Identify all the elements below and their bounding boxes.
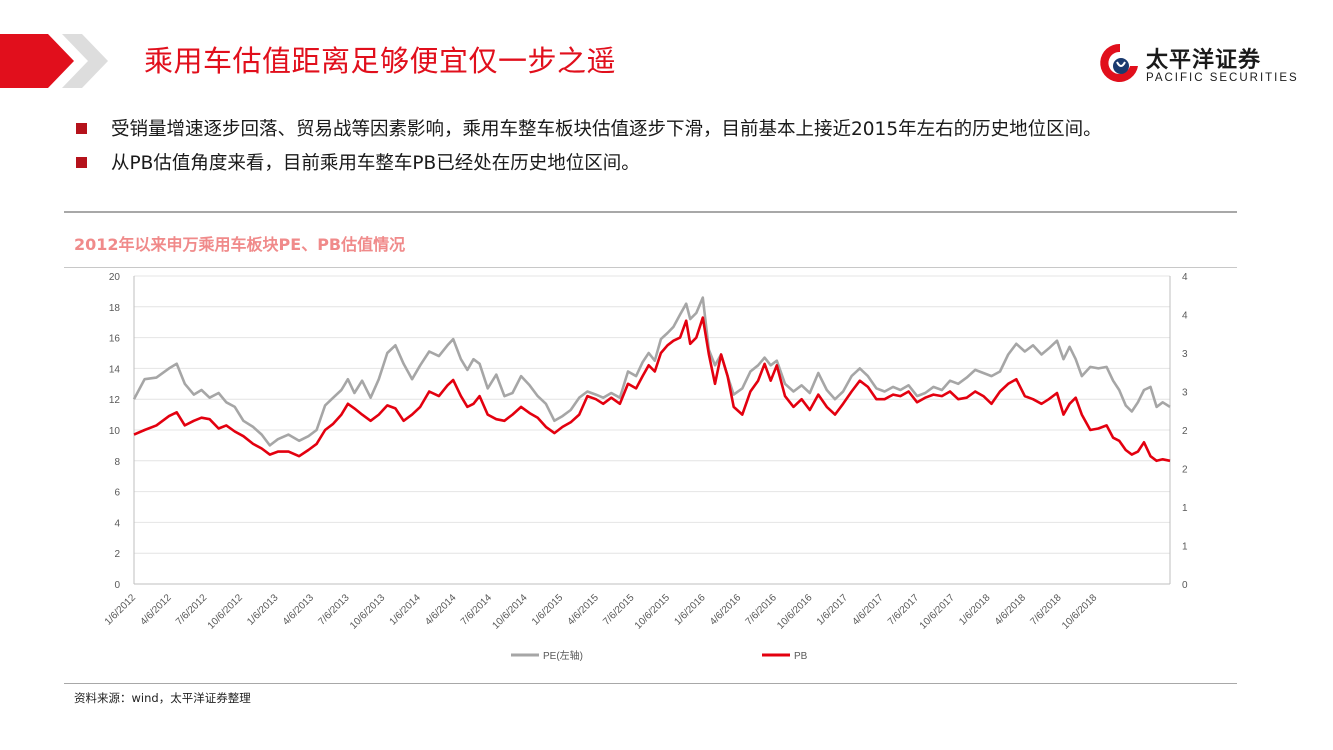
y-right-tick-label: 2 bbox=[1182, 426, 1188, 437]
x-tick-label: 7/6/2018 bbox=[1028, 592, 1064, 628]
y-left-tick-label: 10 bbox=[109, 426, 121, 437]
x-tick-label: 10/6/2017 bbox=[918, 592, 958, 632]
divider-top bbox=[64, 211, 1237, 213]
pacific-securities-logo: 太平洋证券 PACIFIC SECURITIES bbox=[1098, 40, 1298, 92]
y-right-tick-label: 1 bbox=[1182, 503, 1188, 514]
y-right-tick-label: 3 bbox=[1182, 349, 1188, 360]
y-right-tick-label: 1 bbox=[1182, 542, 1188, 553]
x-tick-label: 10/6/2016 bbox=[775, 592, 815, 632]
pb-series-line bbox=[133, 316, 1171, 463]
legend-label: PE(左轴) bbox=[543, 649, 583, 662]
y-left-tick-label: 0 bbox=[114, 580, 120, 591]
x-tick-label: 4/6/2013 bbox=[281, 592, 317, 628]
y-right-tick-label: 4 bbox=[1182, 272, 1188, 283]
y-left-tick-label: 8 bbox=[114, 457, 120, 468]
legend-label: PB bbox=[794, 651, 808, 662]
x-tick-label: 4/6/2016 bbox=[708, 592, 744, 628]
y-right-tick-label: 2 bbox=[1182, 465, 1188, 476]
x-tick-label: 1/6/2014 bbox=[388, 592, 424, 628]
x-tick-label: 7/6/2017 bbox=[886, 592, 922, 628]
x-tick-label: 10/6/2015 bbox=[633, 592, 673, 632]
y-left-tick-label: 20 bbox=[109, 272, 121, 283]
bullet-text: 受销量增速逐步回落、贸易战等因素影响，乘用车整车板块估值逐步下滑，目前基本上接近… bbox=[111, 119, 1102, 140]
x-tick-label: 10/6/2012 bbox=[206, 592, 246, 632]
logo-name-en: PACIFIC SECURITIES bbox=[1146, 72, 1299, 84]
x-tick-label: 1/6/2015 bbox=[530, 592, 566, 628]
page-title: 乘用车估值距离足够便宜仅一步之遥 bbox=[144, 44, 617, 78]
y-left-tick-label: 18 bbox=[109, 303, 121, 314]
x-tick-label: 1/6/2012 bbox=[103, 592, 139, 628]
y-left-tick-label: 6 bbox=[114, 488, 120, 499]
chart-title: 2012年以来申万乘用车板块PE、PB估值情况 bbox=[74, 235, 406, 254]
x-tick-label: 7/6/2013 bbox=[316, 592, 352, 628]
x-tick-label: 1/6/2016 bbox=[672, 592, 708, 628]
x-tick-label: 4/6/2014 bbox=[423, 592, 459, 628]
header-arrow-decoration bbox=[0, 34, 108, 88]
bullet-square-icon bbox=[76, 157, 87, 168]
y-left-tick-label: 4 bbox=[114, 518, 120, 529]
bullet-item: 受销量增速逐步回落、贸易战等因素影响，乘用车整车板块估值逐步下滑，目前基本上接近… bbox=[76, 114, 1326, 148]
x-tick-label: 1/6/2013 bbox=[245, 592, 281, 628]
x-tick-label: 10/6/2013 bbox=[348, 592, 388, 632]
x-tick-label: 4/6/2012 bbox=[138, 592, 174, 628]
bullet-list: 受销量增速逐步回落、贸易战等因素影响，乘用车整车板块估值逐步下滑，目前基本上接近… bbox=[76, 114, 1326, 182]
divider-chart bbox=[64, 267, 1237, 268]
bullet-item: 从PB估值角度来看，目前乘用车整车PB已经处在历史地位区间。 bbox=[76, 148, 1326, 182]
y-right-tick-label: 4 bbox=[1182, 311, 1188, 322]
bullet-text: 从PB估值角度来看，目前乘用车整车PB已经处在历史地位区间。 bbox=[111, 153, 640, 174]
logo-name-cn: 太平洋证券 bbox=[1146, 48, 1262, 73]
x-tick-label: 7/6/2014 bbox=[459, 592, 495, 628]
x-tick-label: 10/6/2018 bbox=[1060, 592, 1100, 632]
y-right-tick-label: 3 bbox=[1182, 388, 1188, 399]
x-tick-label: 7/6/2012 bbox=[174, 592, 210, 628]
x-tick-label: 10/6/2014 bbox=[490, 592, 530, 632]
x-tick-label: 1/6/2018 bbox=[957, 592, 993, 628]
source-note: 资料来源：wind，太平洋证券整理 bbox=[74, 691, 251, 705]
y-right-tick-label: 0 bbox=[1182, 580, 1188, 591]
pe-series-line bbox=[132, 296, 1171, 447]
divider-bottom bbox=[64, 683, 1237, 684]
x-tick-label: 1/6/2017 bbox=[815, 592, 851, 628]
bullet-square-icon bbox=[76, 123, 87, 134]
x-tick-label: 7/6/2016 bbox=[744, 592, 780, 628]
y-left-tick-label: 2 bbox=[114, 549, 120, 560]
y-left-tick-label: 16 bbox=[109, 334, 121, 345]
logo-emblem-icon bbox=[1100, 43, 1138, 82]
x-tick-label: 4/6/2015 bbox=[566, 592, 602, 628]
x-tick-label: 7/6/2015 bbox=[601, 592, 637, 628]
x-tick-label: 4/6/2017 bbox=[850, 592, 886, 628]
y-left-tick-label: 14 bbox=[109, 364, 121, 375]
x-tick-label: 4/6/2018 bbox=[993, 592, 1029, 628]
y-left-tick-label: 12 bbox=[109, 395, 121, 406]
